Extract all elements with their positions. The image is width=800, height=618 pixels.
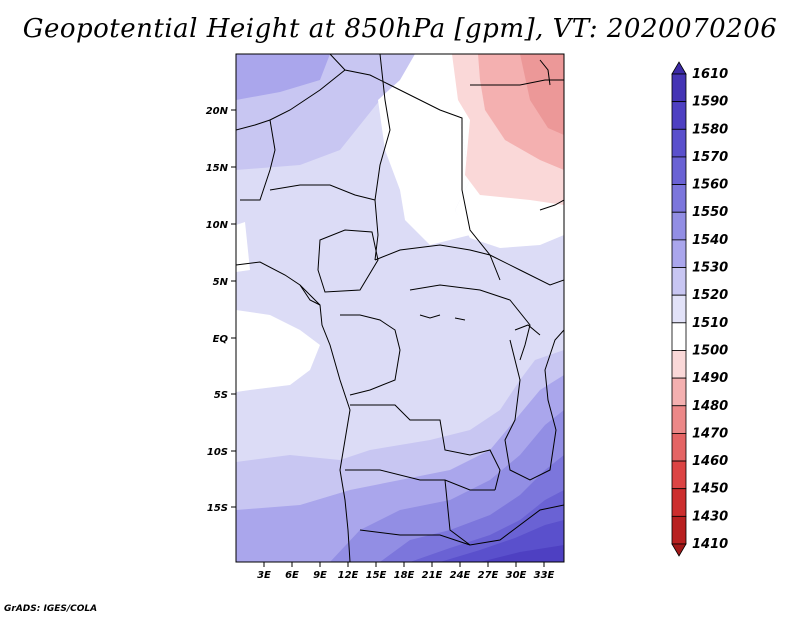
lon-tick-label: 30E <box>506 570 527 581</box>
colorbar-segment <box>671 405 687 434</box>
colorbar-label: 1610 <box>692 67 728 82</box>
colorbar-segment <box>671 184 687 213</box>
colorbar-segment <box>671 488 687 517</box>
colorbar-label: 1590 <box>692 95 728 110</box>
lat-tick-label: 5S <box>214 390 228 401</box>
map-area <box>236 54 564 562</box>
colorbar-label: 1430 <box>692 509 728 524</box>
colorbar-segment <box>671 156 687 185</box>
colorbar-segment <box>671 460 687 490</box>
map-frame <box>235 53 565 563</box>
lat-tick-label: 15N <box>206 163 229 174</box>
lon-tick-label: 18E <box>394 570 415 581</box>
lon-tick-label: 3E <box>257 570 271 581</box>
lon-tick-label: 33E <box>534 570 555 581</box>
contour-south-1590-1610 <box>480 545 564 562</box>
colorbar-segment <box>671 101 687 130</box>
colorbar-segment <box>671 294 687 324</box>
colorbar-label: 1520 <box>692 288 728 303</box>
lon-tick-label: 6E <box>285 570 299 581</box>
colorbar-label: 1500 <box>692 343 728 358</box>
lon-tick-label: 9E <box>313 570 327 581</box>
colorbar-label: 1510 <box>692 316 728 331</box>
colorbar-label: 1460 <box>692 454 728 469</box>
lat-tick-label: 20N <box>206 106 229 117</box>
colorbar-label: 1450 <box>692 482 728 497</box>
lat-axis: 20N 15N 10N 5N EQ 5S 10S 15S <box>206 106 236 514</box>
lon-tick-label: 27E <box>478 570 499 581</box>
lat-tick-label: 10S <box>207 447 228 458</box>
colorbar-label: 1530 <box>692 261 728 276</box>
lon-tick-label: 15E <box>366 570 387 581</box>
lat-tick-label: EQ <box>213 334 229 345</box>
colorbar-segment <box>671 267 687 296</box>
colorbar: 1610 1590 1580 1570 1560 1550 1540 1530 1520 1510… <box>671 61 728 557</box>
lon-tick-label: 21E <box>422 570 443 581</box>
contour-west-equatorial-1510 <box>236 310 320 392</box>
colorbar-segment <box>671 322 687 351</box>
colorbar-label: 1570 <box>692 150 728 165</box>
colorbar-label: 1560 <box>692 178 728 193</box>
colorbar-label: 1580 <box>692 122 728 137</box>
lon-axis: 3E 6E 9E 12E 15E 18E 21E 24E 27E 30E 33E <box>257 562 555 581</box>
colorbar-label: 1490 <box>692 371 728 386</box>
colorbar-label: 1550 <box>692 205 728 220</box>
credit-text: GrADS: IGES/COLA <box>4 604 98 614</box>
colorbar-segment <box>671 433 687 462</box>
colorbar-segment <box>671 350 687 379</box>
colorbar-label: 1470 <box>692 426 728 441</box>
country-borders <box>236 54 564 562</box>
colorbar-label: 1410 <box>692 537 728 552</box>
colorbar-label: 1540 <box>692 233 728 248</box>
contour-sahara-1510-1520 <box>378 54 470 245</box>
colorbar-segment <box>671 73 687 103</box>
lat-tick-label: 10N <box>206 220 229 231</box>
colorbar-segment <box>671 211 687 241</box>
lat-tick-label: 5N <box>213 277 229 288</box>
colorbar-segment <box>671 128 687 158</box>
contour-ne-1480-1490 <box>520 54 564 135</box>
colorbar-min-arrow <box>671 543 687 557</box>
colorbar-segment <box>671 377 687 407</box>
contour-nw-1540-1550 <box>236 54 330 100</box>
map-title: Geopotential Height at 850hPa [gpm], VT:… <box>22 14 778 44</box>
colorbar-segment <box>671 239 687 268</box>
contour-gulf-1510 <box>236 222 250 272</box>
colorbar-segment <box>671 515 687 545</box>
lon-tick-label: 12E <box>338 570 359 581</box>
colorbar-label: 1480 <box>692 399 728 414</box>
lat-tick-label: 15S <box>207 503 228 514</box>
lon-tick-label: 24E <box>450 570 471 581</box>
colorbar-max-arrow <box>671 61 687 75</box>
